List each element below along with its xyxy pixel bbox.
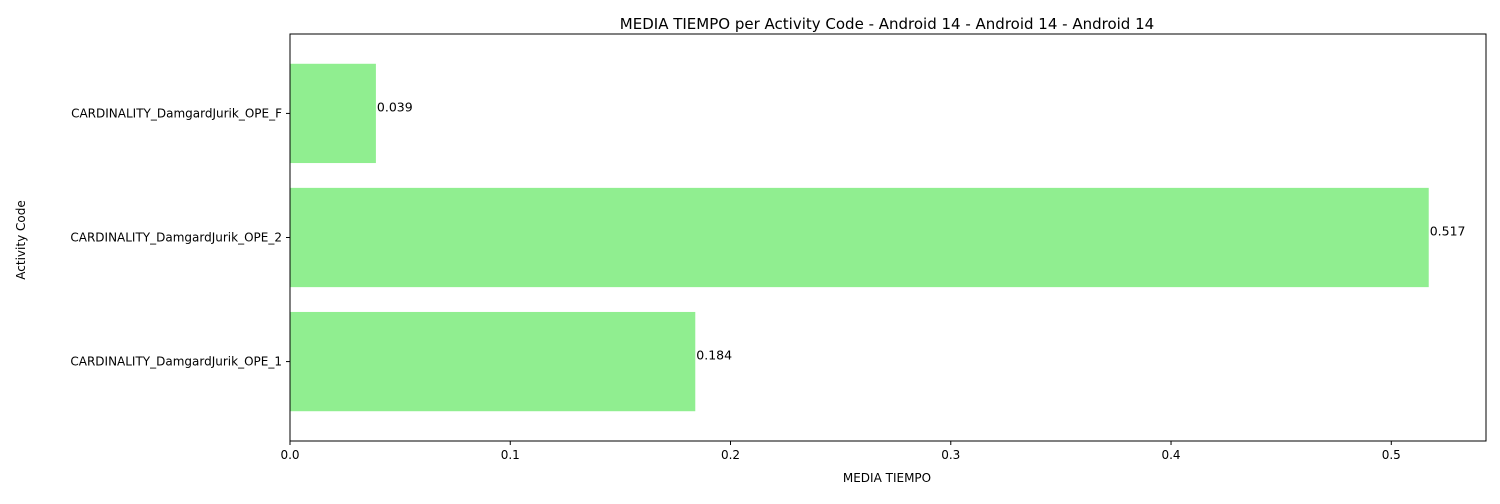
bar-1 bbox=[290, 311, 696, 412]
x-tick-label: 0.5 bbox=[1382, 448, 1401, 462]
y-tick-label: CARDINALITY_DamgardJurik_OPE_1 bbox=[70, 355, 282, 369]
x-tick-label: 0.3 bbox=[941, 448, 960, 462]
x-tick-label: 0.2 bbox=[721, 448, 740, 462]
bars-group bbox=[290, 63, 1429, 412]
plot-frame bbox=[289, 33, 1487, 442]
x-axis-ticks: 0.0 0.1 0.2 0.3 0.4 0.5 bbox=[280, 441, 1401, 462]
plot-area: 0.184 0.517 0.039 0.0 0.1 0.2 0.3 0.4 0.5 CARDI… bbox=[70, 33, 1487, 462]
bar-3 bbox=[290, 63, 376, 164]
data-label-2: 0.517 bbox=[1430, 224, 1466, 239]
data-label-1: 0.184 bbox=[696, 348, 732, 363]
y-axis-ticks: CARDINALITY_DamgardJurik_OPE_1 CARDINALIT… bbox=[70, 106, 290, 369]
data-labels-group: 0.184 0.517 0.039 bbox=[377, 99, 1466, 362]
x-axis-label: MEDIA TIEMPO bbox=[843, 471, 931, 485]
x-tick-label: 0.1 bbox=[501, 448, 520, 462]
x-tick-label: 0.0 bbox=[280, 448, 299, 462]
bar-2 bbox=[290, 187, 1429, 288]
x-tick-label: 0.4 bbox=[1161, 448, 1180, 462]
y-axis-label: Activity Code bbox=[14, 200, 28, 279]
y-tick-label: CARDINALITY_DamgardJurik_OPE_F bbox=[71, 106, 282, 120]
chart-title: MEDIA TIEMPO per Activity Code - Android… bbox=[620, 15, 1154, 33]
y-tick-label: CARDINALITY_DamgardJurik_OPE_2 bbox=[70, 231, 282, 245]
data-label-3: 0.039 bbox=[377, 99, 413, 114]
